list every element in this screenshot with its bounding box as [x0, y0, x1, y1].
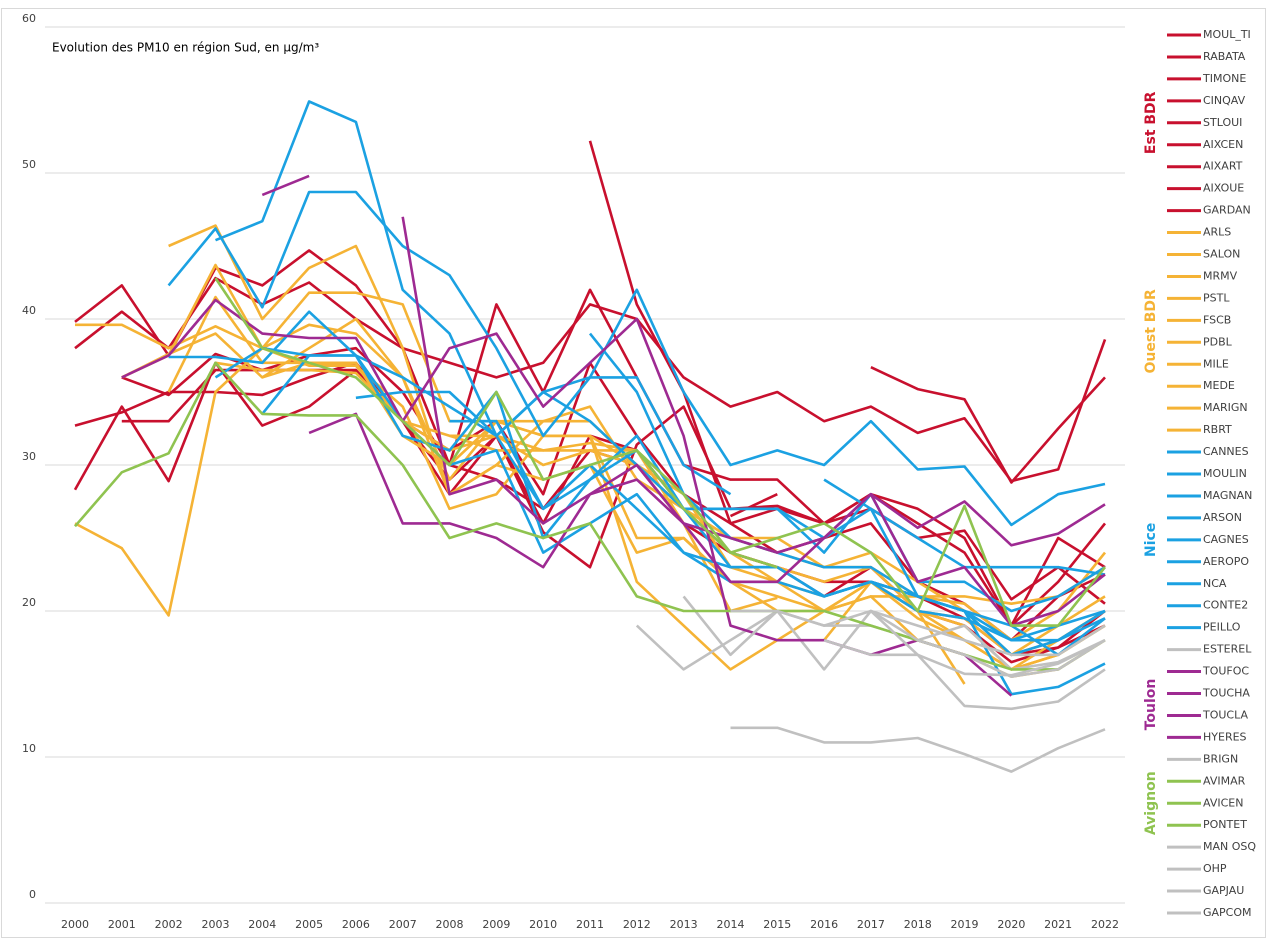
- y-tick-label: 60: [22, 12, 36, 25]
- legend-label: AVICEN: [1203, 796, 1243, 809]
- series-line: [730, 609, 1106, 678]
- x-tick-label: 2012: [623, 918, 651, 931]
- series-line: [73, 361, 1107, 627]
- x-tick-label: 2013: [670, 918, 698, 931]
- legend-label: AEROPO: [1203, 555, 1249, 568]
- legend-label: PEILLO: [1203, 621, 1241, 634]
- x-tick-label: 2014: [716, 918, 744, 931]
- series-line: [588, 140, 1106, 605]
- legend-label: RABATA: [1203, 50, 1246, 63]
- series-line: [729, 493, 778, 518]
- legend-label: CANNES: [1203, 445, 1249, 458]
- legend-label: TOUCLA: [1202, 708, 1248, 721]
- series-line: [261, 174, 310, 197]
- legend-label: AIXCEN: [1203, 138, 1243, 151]
- legend-label: MEDE: [1203, 379, 1235, 392]
- series-line: [121, 332, 1106, 671]
- legend-group-label: Nice: [1143, 523, 1159, 557]
- legend-label: PONTET: [1203, 818, 1247, 831]
- y-tick-label: 30: [22, 450, 36, 463]
- legend-label: TOUFOC: [1202, 665, 1249, 678]
- x-tick-label: 2018: [904, 918, 932, 931]
- legend-label: ESTEREL: [1203, 643, 1252, 656]
- x-tick-label: 2006: [342, 918, 370, 931]
- series-line: [588, 332, 1106, 657]
- legend-label: OHP: [1203, 862, 1227, 875]
- legend-label: AIXART: [1203, 160, 1243, 173]
- legend-label: PSTL: [1203, 291, 1230, 304]
- legend-label: GAPJAU: [1203, 884, 1244, 897]
- legend-label: CINQAV: [1203, 94, 1246, 107]
- series-line: [730, 726, 1106, 773]
- series-line: [823, 478, 1106, 696]
- x-tick-label: 2019: [951, 918, 979, 931]
- x-tick-label: 2007: [389, 918, 417, 931]
- legend-label: FSCB: [1203, 313, 1231, 326]
- series-line: [215, 361, 778, 613]
- legend-group-label: Est BDR: [1143, 91, 1159, 154]
- legend-label: CONTE2: [1203, 599, 1248, 612]
- legend-label: HYERES: [1203, 730, 1247, 743]
- legend-label: MAGNAN: [1203, 489, 1252, 502]
- legend-label: AIXOUE: [1203, 182, 1244, 195]
- chart-frame: [1, 8, 1266, 938]
- x-tick-label: 2015: [763, 918, 791, 931]
- x-tick-label: 2008: [436, 918, 464, 931]
- legend-label: RBRT: [1203, 423, 1232, 436]
- legend-label: ARLS: [1203, 226, 1231, 239]
- legend-group-label: Avignon: [1143, 771, 1159, 835]
- y-tick-label: 40: [22, 304, 36, 317]
- chart-title: Evolution des PM10 en région Sud, en µg/…: [52, 41, 319, 55]
- series-line: [215, 100, 732, 496]
- legend-label: MOULIN: [1203, 467, 1247, 480]
- legend-group-label: Ouest BDR: [1143, 289, 1159, 374]
- legend-label: MILE: [1203, 357, 1229, 370]
- series-line: [870, 366, 1106, 484]
- series-line: [635, 449, 1107, 627]
- x-tick-label: 2004: [248, 918, 276, 931]
- legend-label: CAGNES: [1203, 533, 1249, 546]
- x-tick-label: 2001: [108, 918, 136, 931]
- legend-label: GAPCOM: [1203, 906, 1252, 919]
- x-tick-label: 2000: [61, 918, 89, 931]
- x-tick-label: 2011: [576, 918, 604, 931]
- series-line: [167, 190, 1106, 527]
- legend-label: STLOUI: [1203, 116, 1242, 129]
- x-tick-label: 2009: [482, 918, 510, 931]
- legend-label: MRMV: [1203, 269, 1238, 282]
- y-tick-label: 20: [22, 596, 36, 609]
- y-tick-label: 10: [22, 742, 36, 755]
- x-tick-label: 2003: [201, 918, 229, 931]
- legend-label: ARSON: [1203, 511, 1242, 524]
- legend-group-label: Toulon: [1143, 679, 1159, 731]
- y-tick-label: 0: [29, 888, 36, 901]
- legend-label: MOUL_TI: [1203, 28, 1251, 41]
- x-tick-label: 2021: [1044, 918, 1072, 931]
- legend-label: SALON: [1203, 248, 1240, 261]
- legend-label: PDBL: [1203, 335, 1233, 348]
- series-line: [214, 277, 778, 569]
- x-tick-label: 2005: [295, 918, 323, 931]
- x-tick-label: 2002: [155, 918, 183, 931]
- series-line: [823, 638, 1106, 677]
- legend-label: AVIMAR: [1203, 774, 1246, 787]
- x-tick-label: 2017: [857, 918, 885, 931]
- legend-label: MAN OSQ: [1203, 840, 1256, 853]
- series-line: [870, 610, 1106, 711]
- legend-label: MARIGN: [1203, 401, 1248, 414]
- series-line: [308, 412, 1106, 584]
- legend-label: TOUCHA: [1202, 687, 1250, 700]
- legend-label: NCA: [1203, 577, 1227, 590]
- x-tick-label: 2016: [810, 918, 838, 931]
- legend-label: GARDAN: [1203, 204, 1251, 217]
- x-tick-label: 2022: [1091, 918, 1119, 931]
- x-tick-label: 2010: [529, 918, 557, 931]
- legend-label: TIMONE: [1202, 72, 1246, 85]
- x-tick-label: 2020: [997, 918, 1025, 931]
- series-line: [74, 361, 1106, 642]
- y-tick-label: 50: [22, 158, 36, 171]
- legend-label: BRIGN: [1203, 752, 1238, 765]
